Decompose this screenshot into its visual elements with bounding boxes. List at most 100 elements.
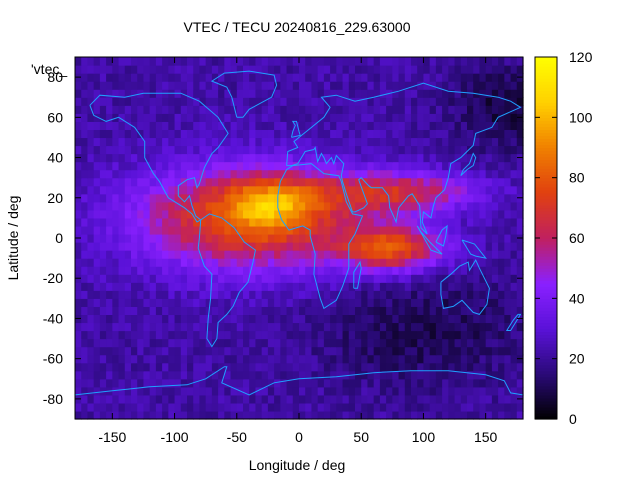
colorbar-segment: [535, 186, 557, 191]
heatmap-cell: [336, 97, 344, 106]
heatmap-cell: [510, 193, 518, 203]
heatmap-cell: [267, 209, 275, 219]
heatmap-cell: [224, 266, 232, 275]
heatmap-cell: [467, 338, 474, 348]
heatmap-cell: [137, 362, 145, 372]
heatmap-cell: [373, 394, 381, 404]
heatmap-cell: [292, 89, 300, 98]
heatmap-cell: [280, 121, 288, 130]
heatmap-cell: [317, 314, 325, 324]
heatmap-cell: [243, 121, 250, 130]
heatmap-cell: [386, 274, 393, 283]
heatmap-cell: [261, 314, 269, 324]
heatmap-cell: [467, 378, 474, 388]
heatmap-cell: [361, 57, 369, 66]
heatmap-cell: [479, 193, 487, 203]
heatmap-cell: [193, 81, 201, 90]
heatmap-cell: [317, 402, 325, 412]
heatmap-cell: [479, 201, 487, 211]
colorbar-segment: [535, 412, 557, 417]
heatmap-cell: [149, 225, 157, 235]
colorbar-segment: [535, 289, 557, 293]
heatmap-cell: [516, 378, 524, 388]
heatmap-cell: [485, 378, 493, 388]
heatmap-cell: [367, 89, 375, 98]
heatmap-cell: [442, 298, 449, 307]
heatmap-cell: [411, 402, 418, 412]
heatmap-cell: [367, 322, 375, 332]
heatmap-cell: [473, 322, 481, 332]
heatmap-cell: [106, 89, 113, 98]
heatmap-cell: [342, 322, 350, 332]
heatmap-cell: [224, 81, 232, 90]
heatmap-cell: [485, 161, 493, 171]
heatmap-cell: [504, 145, 512, 155]
heatmap-cell: [473, 290, 481, 299]
heatmap-cell: [286, 298, 294, 307]
heatmap-cell: [336, 274, 344, 283]
heatmap-cell: [274, 298, 281, 307]
heatmap-cell: [267, 402, 275, 412]
heatmap-cell: [99, 322, 107, 332]
heatmap-cell: [305, 201, 313, 211]
heatmap-cell: [398, 354, 406, 364]
heatmap-cell: [106, 145, 113, 155]
heatmap-cell: [423, 378, 431, 388]
heatmap-cell: [467, 394, 474, 404]
heatmap-cell: [292, 145, 300, 155]
heatmap-cell: [218, 322, 225, 332]
heatmap-cell: [467, 266, 474, 275]
heatmap-cell: [211, 201, 219, 211]
heatmap-cell: [187, 330, 194, 340]
heatmap-cell: [510, 370, 518, 380]
heatmap-cell: [435, 298, 443, 307]
heatmap-cell: [355, 410, 362, 420]
heatmap-cell: [460, 410, 468, 420]
heatmap-cell: [386, 282, 393, 291]
heatmap-cell: [305, 322, 313, 332]
colorbar-tick-label: 40: [569, 290, 585, 306]
heatmap-cell: [193, 177, 201, 187]
heatmap-cell: [516, 242, 524, 251]
heatmap-cell: [460, 57, 468, 66]
heatmap-cell: [373, 322, 381, 332]
heatmap-cell: [498, 242, 505, 251]
heatmap-cell: [187, 225, 194, 235]
heatmap-cell: [143, 290, 151, 299]
heatmap-cell: [187, 386, 194, 396]
heatmap-cell: [355, 113, 362, 122]
heatmap-cell: [162, 250, 169, 259]
heatmap-cell: [292, 81, 300, 90]
heatmap-cell: [317, 346, 325, 356]
heatmap-cell: [255, 322, 263, 332]
heatmap-cell: [429, 57, 437, 66]
heatmap-cell: [330, 362, 337, 372]
heatmap-cell: [485, 266, 493, 275]
heatmap-cell: [311, 378, 319, 388]
heatmap-cell: [243, 145, 250, 155]
heatmap-cell: [516, 410, 524, 420]
heatmap-cell: [429, 346, 437, 356]
heatmap-cell: [299, 258, 306, 267]
heatmap-cell: [479, 65, 487, 74]
heatmap-cell: [299, 290, 306, 299]
heatmap-cell: [442, 57, 449, 66]
heatmap-cell: [367, 185, 375, 195]
heatmap-cell: [361, 105, 369, 114]
heatmap-cell: [417, 258, 425, 267]
heatmap-cell: [106, 81, 113, 90]
heatmap-cell: [286, 290, 294, 299]
heatmap-cell: [149, 81, 157, 90]
heatmap-cell: [106, 73, 113, 82]
heatmap-cell: [373, 354, 381, 364]
heatmap-cell: [355, 378, 362, 388]
heatmap-cell: [249, 153, 257, 163]
heatmap-cell: [510, 290, 518, 299]
heatmap-cell: [491, 258, 499, 267]
heatmap-cell: [230, 410, 238, 420]
heatmap-cell: [485, 258, 493, 267]
heatmap-cell: [249, 225, 257, 235]
heatmap-cell: [429, 193, 437, 203]
colorbar-segment: [535, 60, 557, 64]
heatmap-cell: [311, 386, 319, 396]
